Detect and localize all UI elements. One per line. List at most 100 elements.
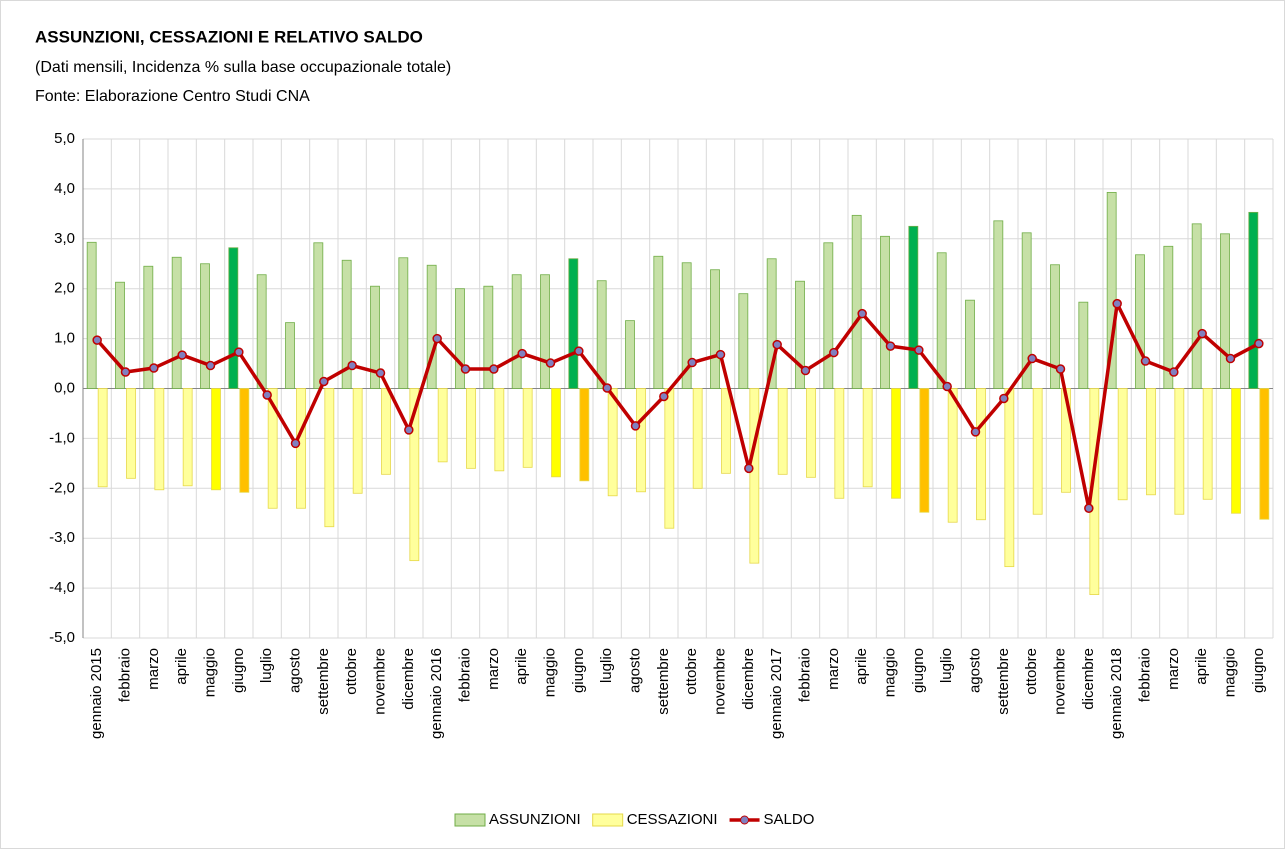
line-marker bbox=[857, 308, 867, 319]
x-tick-label: novembre bbox=[371, 648, 388, 715]
line-marker bbox=[347, 360, 357, 371]
bar bbox=[1174, 388, 1185, 515]
bar bbox=[625, 320, 635, 389]
legend-label: ASSUNZIONI bbox=[489, 811, 581, 828]
bar bbox=[976, 388, 986, 521]
bar bbox=[738, 293, 749, 389]
x-tick-label: marzo bbox=[1165, 648, 1182, 690]
bar bbox=[381, 388, 391, 475]
line-marker bbox=[545, 358, 556, 368]
bar bbox=[919, 388, 930, 513]
bar bbox=[239, 388, 250, 493]
bar bbox=[511, 274, 522, 389]
line-marker bbox=[659, 391, 669, 402]
bar bbox=[596, 280, 607, 389]
x-tick-label: settembre bbox=[655, 648, 672, 715]
x-tick-label: febbraio bbox=[456, 648, 473, 702]
y-tick-label: 2,0 bbox=[54, 280, 75, 297]
x-tick-label: aprile bbox=[1193, 648, 1210, 685]
bar bbox=[1032, 388, 1043, 515]
bar bbox=[267, 388, 278, 509]
bar bbox=[1106, 191, 1117, 389]
line-marker bbox=[404, 425, 414, 435]
bar bbox=[692, 388, 703, 489]
line-marker bbox=[92, 335, 102, 345]
bar bbox=[1078, 301, 1089, 389]
bar bbox=[965, 299, 975, 389]
bar bbox=[522, 388, 533, 468]
bar bbox=[211, 388, 221, 491]
chart-source: Fonte: Elaborazione Centro Studi CNA bbox=[35, 88, 310, 105]
x-tick-label: giugno bbox=[230, 648, 247, 693]
bar bbox=[710, 269, 720, 389]
bar bbox=[466, 388, 476, 469]
x-tick-label: dicembre bbox=[1080, 648, 1097, 710]
y-tick-label: -1,0 bbox=[49, 429, 75, 446]
y-tick-label: 5,0 bbox=[54, 130, 75, 147]
x-tick-label: aprile bbox=[853, 648, 870, 685]
line-marker bbox=[1169, 367, 1179, 377]
line-marker bbox=[262, 390, 272, 400]
x-tick-label: aprile bbox=[173, 648, 190, 685]
bar bbox=[171, 256, 182, 389]
x-tick-label: luglio bbox=[598, 648, 615, 683]
bar bbox=[182, 388, 193, 487]
x-tick-label: agosto bbox=[286, 648, 303, 693]
x-tick-label: ottobre bbox=[1023, 648, 1040, 695]
bar bbox=[313, 242, 324, 389]
y-tick-label: -5,0 bbox=[49, 629, 75, 646]
x-tick-label: settembre bbox=[995, 648, 1012, 715]
bar bbox=[1004, 388, 1015, 568]
x-tick-label: giugno bbox=[910, 648, 927, 693]
y-tick-label: 0,0 bbox=[54, 379, 75, 396]
bar bbox=[862, 388, 873, 488]
bar bbox=[1021, 232, 1032, 389]
line-marker bbox=[1055, 364, 1066, 374]
legend-label: CESSAZIONI bbox=[627, 811, 718, 828]
line-marker bbox=[1027, 353, 1037, 364]
legend-label: SALDO bbox=[764, 811, 815, 828]
bar bbox=[86, 241, 97, 389]
x-tick-label: maggio bbox=[201, 648, 218, 697]
bar bbox=[97, 388, 108, 488]
line-marker bbox=[602, 383, 612, 393]
x-tick-label: maggio bbox=[541, 648, 558, 697]
bar bbox=[200, 263, 210, 389]
bar bbox=[568, 258, 579, 389]
bar bbox=[1135, 254, 1145, 389]
bar bbox=[579, 388, 590, 482]
y-tick-label: 3,0 bbox=[54, 230, 75, 247]
y-tick-label: 1,0 bbox=[54, 330, 75, 347]
bar bbox=[777, 388, 788, 475]
line-marker bbox=[970, 427, 981, 437]
x-tick-label: giugno bbox=[1250, 648, 1267, 693]
bar bbox=[851, 214, 862, 389]
y-tick-label: -4,0 bbox=[49, 579, 75, 596]
line-marker bbox=[234, 347, 244, 357]
x-tick-label: gennaio 2016 bbox=[428, 648, 445, 739]
line-series bbox=[95, 301, 1260, 511]
line-marker bbox=[432, 333, 442, 344]
bar bbox=[749, 388, 760, 564]
bar bbox=[721, 388, 731, 474]
bar bbox=[426, 264, 437, 389]
legend-swatch bbox=[454, 813, 486, 827]
line-marker bbox=[1197, 328, 1207, 339]
bar bbox=[795, 280, 805, 389]
line-marker bbox=[375, 368, 386, 378]
x-tick-label: febbraio bbox=[796, 648, 813, 702]
line-marker bbox=[800, 365, 811, 376]
x-tick-label: marzo bbox=[485, 648, 502, 690]
bar bbox=[1248, 211, 1259, 389]
x-tick-label: gennaio 2018 bbox=[1108, 648, 1125, 739]
line-marker bbox=[715, 349, 726, 360]
bar bbox=[1191, 223, 1202, 389]
bar bbox=[681, 262, 692, 389]
line-marker bbox=[1225, 353, 1236, 364]
bar bbox=[806, 388, 816, 478]
x-tick-label: marzo bbox=[825, 648, 842, 690]
bar bbox=[143, 265, 154, 389]
line-marker bbox=[149, 363, 159, 373]
x-tick-label: novembre bbox=[1051, 648, 1068, 715]
